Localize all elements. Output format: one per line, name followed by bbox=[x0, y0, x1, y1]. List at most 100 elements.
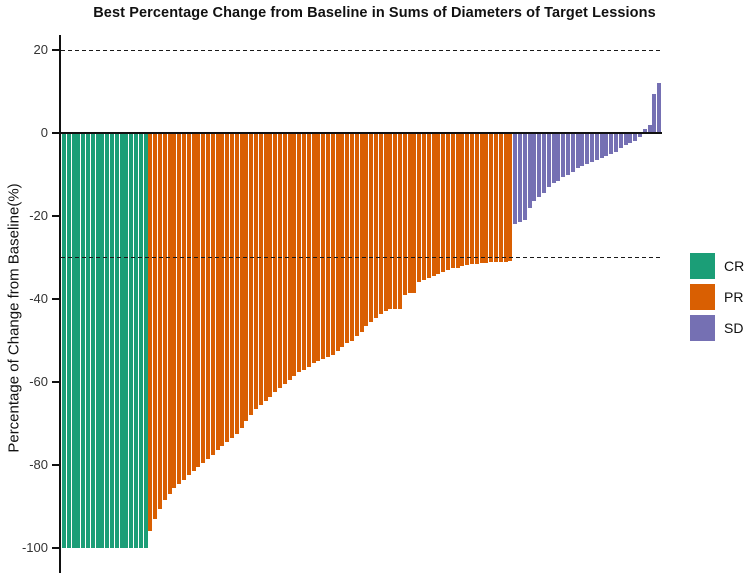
bar-pr bbox=[412, 133, 417, 293]
bar-pr bbox=[196, 133, 201, 468]
bar-pr bbox=[465, 133, 470, 265]
bar-pr bbox=[254, 133, 259, 409]
bar-pr bbox=[162, 133, 167, 501]
chart-title: Best Percentage Change from Baseline in … bbox=[93, 5, 656, 21]
bar-cr bbox=[134, 133, 139, 548]
bar-sd bbox=[618, 133, 623, 148]
bar-sd bbox=[556, 133, 561, 181]
bar-pr bbox=[431, 133, 436, 277]
bar-cr bbox=[71, 133, 76, 548]
zero-line bbox=[59, 132, 662, 134]
bar-sd bbox=[546, 133, 551, 187]
bar-pr bbox=[340, 133, 345, 347]
bar-pr bbox=[215, 133, 220, 451]
bar-pr bbox=[369, 133, 374, 322]
bar-pr bbox=[316, 133, 321, 362]
bar-pr bbox=[148, 133, 153, 532]
bar-pr bbox=[479, 133, 484, 264]
bar-sd bbox=[628, 133, 633, 144]
bar-pr bbox=[220, 133, 225, 447]
legend-item-cr: CR bbox=[690, 253, 744, 279]
bar-pr bbox=[450, 133, 455, 268]
bar-pr bbox=[225, 133, 230, 443]
bar-cr bbox=[90, 133, 95, 548]
legend-swatch-cr bbox=[690, 253, 715, 279]
bar-cr bbox=[100, 133, 105, 548]
bar-pr bbox=[268, 133, 273, 397]
bar-pr bbox=[177, 133, 182, 484]
legend: CR PR SD bbox=[690, 253, 744, 341]
y-tick bbox=[52, 298, 59, 300]
bar-pr bbox=[446, 133, 451, 270]
bar-pr bbox=[484, 133, 489, 263]
bar-cr bbox=[62, 133, 67, 548]
bar-pr bbox=[287, 133, 292, 380]
y-tick bbox=[52, 49, 59, 51]
bar-sd bbox=[604, 133, 609, 156]
bar-pr bbox=[297, 133, 302, 372]
bar-sd bbox=[638, 133, 643, 138]
reference-line--30 bbox=[61, 257, 662, 258]
bar-pr bbox=[258, 133, 263, 405]
bar-pr bbox=[436, 133, 441, 275]
bar-sd bbox=[561, 133, 566, 177]
bar-cr bbox=[124, 133, 129, 548]
legend-label-sd: SD bbox=[724, 320, 744, 336]
bar-sd bbox=[518, 133, 523, 223]
bar-sd bbox=[594, 133, 599, 160]
bar-sd bbox=[599, 133, 604, 158]
y-tick bbox=[52, 215, 59, 217]
legend-swatch-pr bbox=[690, 284, 715, 310]
bar-pr bbox=[378, 133, 383, 314]
legend-label-pr: PR bbox=[724, 289, 744, 305]
bar-cr bbox=[81, 133, 86, 548]
legend-item-sd: SD bbox=[690, 315, 744, 341]
y-tick-label: -60 bbox=[29, 374, 48, 389]
bar-pr bbox=[374, 133, 379, 318]
bar-pr bbox=[417, 133, 422, 283]
bar-pr bbox=[210, 133, 215, 455]
bar-sd bbox=[551, 133, 556, 183]
bar-pr bbox=[422, 133, 427, 281]
bar-cr bbox=[105, 133, 110, 548]
bar-sd bbox=[623, 133, 628, 146]
bar-pr bbox=[407, 133, 412, 293]
bar-pr bbox=[426, 133, 431, 279]
y-tick-label: 20 bbox=[33, 42, 48, 57]
y-tick-label: 0 bbox=[40, 125, 48, 140]
bar-cr bbox=[76, 133, 81, 548]
bar-pr bbox=[302, 133, 307, 370]
bar-sd bbox=[614, 133, 619, 152]
bar-pr bbox=[239, 133, 244, 428]
bar-cr bbox=[95, 133, 100, 548]
y-tick bbox=[52, 132, 59, 134]
bar-sd bbox=[537, 133, 542, 198]
bar-pr bbox=[402, 133, 407, 295]
bar-cr bbox=[138, 133, 143, 548]
bar-cr bbox=[86, 133, 91, 548]
bar-pr bbox=[191, 133, 196, 472]
bar-cr bbox=[66, 133, 71, 548]
bar-sd bbox=[527, 133, 532, 208]
bar-pr bbox=[489, 133, 494, 263]
bar-pr bbox=[206, 133, 211, 459]
bar-sd bbox=[542, 133, 547, 194]
plot-area bbox=[59, 35, 665, 573]
bar-sd bbox=[652, 93, 657, 133]
bar-pr bbox=[282, 133, 287, 385]
bar-pr bbox=[306, 133, 311, 368]
y-tick bbox=[52, 547, 59, 549]
bar-sd bbox=[575, 133, 580, 169]
bar-sd bbox=[522, 133, 527, 221]
bar-sd bbox=[647, 124, 652, 133]
bar-pr bbox=[508, 133, 513, 261]
bar-sd bbox=[513, 133, 518, 225]
bar-pr bbox=[335, 133, 340, 351]
bar-cr bbox=[110, 133, 115, 548]
y-tick-label: -80 bbox=[29, 457, 48, 472]
bar-sd bbox=[580, 133, 585, 167]
bar-pr bbox=[359, 133, 364, 333]
bar-pr bbox=[201, 133, 206, 463]
bar-sd bbox=[609, 133, 614, 154]
